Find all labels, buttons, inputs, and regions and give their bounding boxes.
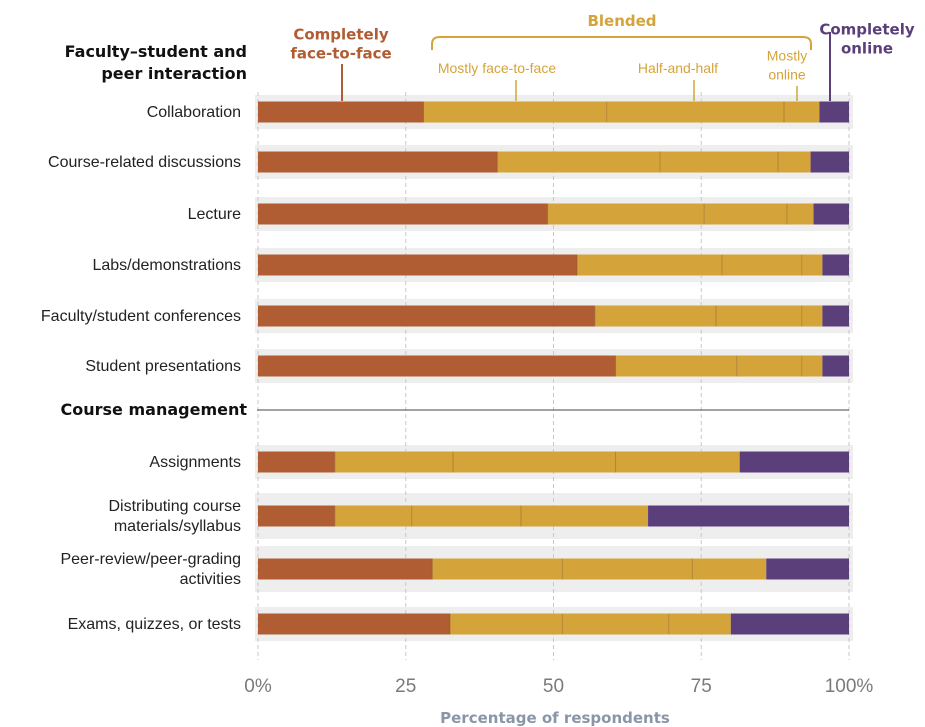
legend-mostly-face-to-face: Mostly face-to-face (438, 60, 556, 76)
legend-mostly-online-line-1: Mostly (767, 48, 807, 64)
bar-segment-mostly-online (692, 558, 767, 580)
category-label-line-1: Collaboration (147, 104, 241, 121)
bar-segment-completely-face-to-face (258, 355, 616, 377)
category-label-line-1: Faculty/student conferences (41, 308, 241, 325)
bar-segment-completely-face-to-face (258, 451, 335, 473)
legend-completely-face-to-face-line-2: face-to-face (290, 45, 391, 63)
bar-segment-mostly-online (520, 505, 649, 527)
x-tick-label: 0% (244, 676, 272, 697)
bar-segment-mostly-online (801, 254, 823, 276)
section-title-management: Course management (61, 400, 248, 419)
bar-segment-half-and-half (721, 254, 802, 276)
bar-segment-half-and-half (453, 451, 616, 473)
bar-segment-half-and-half (704, 203, 787, 225)
bar-segment-completely-online (730, 613, 849, 635)
bar-segment-half-and-half (659, 151, 779, 173)
bar-segment-mostly-face-to-face (432, 558, 563, 580)
x-tick-label: 75 (691, 676, 712, 697)
bar-segment-mostly-face-to-face (615, 355, 737, 377)
bars (258, 101, 849, 635)
bar-segment-mostly-face-to-face (423, 101, 607, 123)
bar-segment-completely-face-to-face (258, 101, 424, 123)
bar-segment-mostly-online (668, 613, 731, 635)
section-title-interaction-line-1: Faculty–student and (65, 42, 247, 61)
category-label-line-2: materials/syllabus (114, 518, 241, 535)
category-label-line-2: activities (180, 571, 241, 588)
bar-segment-mostly-face-to-face (577, 254, 722, 276)
bar-segment-mostly-online (801, 355, 823, 377)
category-label-line-1: Exams, quizzes, or tests (68, 616, 241, 633)
bar-segment-mostly-online (801, 305, 823, 327)
bar-segment-completely-face-to-face (258, 505, 335, 527)
x-tick-label: 100% (825, 676, 874, 697)
category-label-line-1: Assignments (149, 454, 241, 471)
bar-segment-half-and-half (411, 505, 521, 527)
section-title-interaction-line-2: peer interaction (101, 64, 247, 83)
category-labels: Faculty–student and peer interaction Cours… (41, 42, 849, 633)
bar-segment-completely-face-to-face (258, 613, 451, 635)
legend-completely-online-line-1: Completely (819, 21, 914, 39)
bar-segment-completely-face-to-face (258, 305, 595, 327)
category-label-line-1: Distributing course (109, 498, 242, 515)
bar-segment-half-and-half (606, 101, 784, 123)
bar-segment-mostly-face-to-face (334, 451, 454, 473)
category-label-line-1: Student presentations (85, 358, 241, 375)
bar-segment-completely-online (648, 505, 849, 527)
bar-segment-mostly-online (783, 101, 820, 123)
bar-segment-mostly-face-to-face (594, 305, 717, 327)
bar-segment-completely-online (813, 203, 849, 225)
x-axis: 0% 25 50 75 100% Percentage of respondents (244, 676, 873, 727)
bar-segment-completely-face-to-face (258, 254, 578, 276)
bar-segment-completely-face-to-face (258, 558, 433, 580)
category-label-line-1: Course-related discussions (48, 154, 241, 171)
bar-segment-completely-face-to-face (258, 203, 548, 225)
legend-completely-face-to-face-line-1: Completely (293, 26, 388, 44)
bar-segment-mostly-face-to-face (334, 505, 412, 527)
bar-segment-half-and-half (562, 613, 669, 635)
category-label-line-1: Labs/demonstrations (92, 257, 241, 274)
bar-segment-completely-online (822, 305, 849, 327)
bar-segment-mostly-online (615, 451, 740, 473)
legend-mostly-online-line-2: online (768, 67, 806, 83)
category-label-line-1: Lecture (188, 206, 241, 223)
bar-segment-mostly-online (778, 151, 811, 173)
bar-segment-completely-online (822, 254, 849, 276)
bar-segment-completely-online (822, 355, 849, 377)
bar-segment-completely-online (810, 151, 849, 173)
bar-segment-half-and-half (716, 305, 802, 327)
x-axis-title: Percentage of respondents (440, 709, 670, 727)
bar-segment-completely-online (766, 558, 849, 580)
bar-segment-completely-online (819, 101, 849, 123)
bar-segment-half-and-half (736, 355, 802, 377)
legend-blended: Blended (587, 12, 656, 30)
bar-segment-mostly-face-to-face (497, 151, 660, 173)
bar-segment-mostly-face-to-face (450, 613, 563, 635)
category-label-line-1: Peer-review/peer-grading (60, 551, 241, 568)
bar-segment-completely-online (739, 451, 849, 473)
legend-completely-online-line-2: online (841, 40, 893, 58)
bar-segment-half-and-half (562, 558, 693, 580)
x-tick-label: 50 (543, 676, 564, 697)
bar-segment-mostly-face-to-face (547, 203, 705, 225)
bar-segment-mostly-online (786, 203, 814, 225)
x-tick-label: 25 (395, 676, 416, 697)
bar-segment-completely-face-to-face (258, 151, 498, 173)
legend-half-and-half: Half-and-half (638, 60, 718, 76)
legend-blended-bracket (431, 36, 812, 50)
